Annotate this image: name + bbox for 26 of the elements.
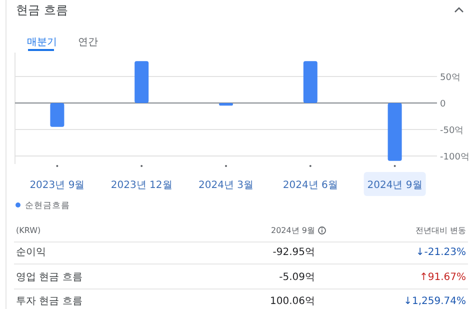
text: 연간 (78, 37, 98, 48)
text: (KRW) (16, 226, 41, 235)
x-tick-label: 2023년 12월 (110, 180, 172, 191)
y-tick-label: 50억 (440, 72, 460, 83)
text: -5.09억 (279, 272, 315, 283)
text: 2024년 9월 (271, 226, 315, 235)
x-tick-label: 2024년 3월 (198, 180, 254, 191)
chart-title: 현금 흐름 (16, 3, 68, 17)
text: ↓-21.23% (416, 247, 466, 258)
x-tick-label: 2024년 9월 (367, 180, 422, 191)
x-tick-label: 2024년 6월 (282, 180, 338, 191)
yaxis: 50억 0 -50억 -100억 (14, 72, 470, 163)
text: ↑91.67% (419, 272, 466, 283)
text: 영업 현금 흐름 (16, 272, 82, 283)
text: 투자 현금 흐름 (16, 296, 82, 307)
text: 100.06억 (270, 296, 315, 307)
text: 전년대비 변동 (415, 226, 466, 235)
text: ↓1,259.74% (404, 296, 466, 307)
y-tick-label: -50억 (440, 126, 464, 136)
y-tick-label: 0 (440, 99, 446, 110)
legend-label: 순현금흐름 (25, 201, 70, 211)
text: 순이익 (16, 247, 46, 258)
x-tick-label: 2023년 9월 (30, 180, 85, 191)
y-tick-label: -100억 (440, 152, 470, 163)
text: -92.95억 (272, 247, 315, 258)
text: 매분기 (27, 37, 57, 48)
